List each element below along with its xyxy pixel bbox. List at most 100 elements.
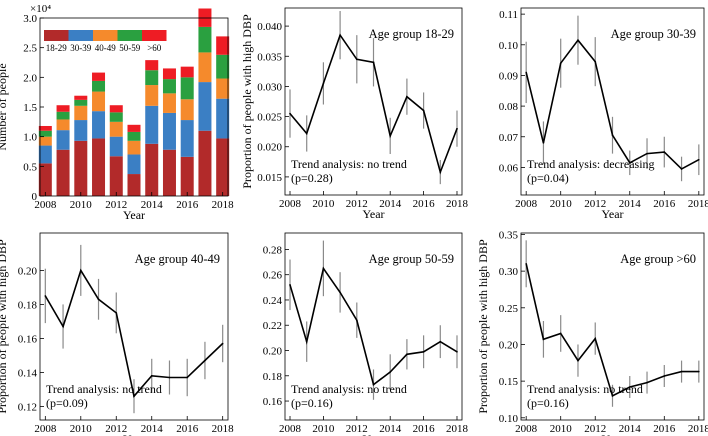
y-tick-label: 0.020 <box>257 142 282 154</box>
data-point <box>594 337 597 340</box>
trend-annotation: Trend analysis: no trend <box>46 382 162 396</box>
series-line <box>44 268 224 398</box>
p-value-annotation: (p=0.04) <box>527 171 569 185</box>
data-point <box>577 359 579 362</box>
x-axis-label: Year <box>601 207 623 221</box>
x-tick-label: 2008 <box>34 199 57 211</box>
x-tick-label: 2012 <box>346 198 368 210</box>
data-point <box>168 376 171 379</box>
x-tick-label: 2012 <box>584 423 606 435</box>
trend-annotation: Trend analysis: decreasing <box>527 157 655 171</box>
x-tick-label: 2018 <box>688 423 708 435</box>
y-tick-label: 0.040 <box>257 21 282 33</box>
y-tick-label: 0.24 <box>263 295 283 307</box>
bar-segment <box>127 140 141 155</box>
x-axis-label: Year <box>123 208 145 222</box>
x-tick-label: 2014 <box>141 423 164 435</box>
x-axis-label: Year <box>123 432 145 436</box>
bar-segment <box>92 111 106 139</box>
x-tick-label: 2010 <box>550 423 573 435</box>
bar-segment <box>109 112 123 122</box>
bar-segment <box>127 124 141 132</box>
data-point <box>422 109 425 112</box>
y-tick-label: 0.5 <box>23 161 37 173</box>
y-axis-exponent: ×10⁴ <box>30 3 51 15</box>
bar-segment <box>145 70 159 86</box>
data-point <box>698 158 700 161</box>
y-tick-label: 0.20 <box>263 346 283 358</box>
y-tick-label: 3.0 <box>23 13 37 25</box>
data-point <box>305 340 308 343</box>
data-point <box>628 386 631 388</box>
bar-segment <box>198 52 212 83</box>
y-tick-label: 0.35 <box>499 229 519 241</box>
data-point <box>698 370 700 373</box>
bar-segment <box>38 163 52 196</box>
p-value-annotation: (p=0.16) <box>291 396 333 410</box>
bar-segment <box>56 149 70 196</box>
line-chart-panel: 2008 2010 2012 2014 2016 2018 Year 0.015 0.020 0.… <box>240 7 468 221</box>
y-tick-label: 0.025 <box>257 112 282 124</box>
y-axis-label: Proportion of people with high DBP <box>0 239 9 414</box>
x-axis-label: Year <box>362 207 384 221</box>
legend-label: 18-29 <box>46 43 67 53</box>
data-point <box>97 298 100 301</box>
bar-segment <box>162 68 176 80</box>
data-point <box>559 62 562 64</box>
y-tick-label: 0.30 <box>499 266 519 278</box>
x-tick-label: 2010 <box>312 198 335 210</box>
x-tick-label: 2012 <box>346 423 368 435</box>
data-point <box>628 162 631 164</box>
x-tick-label: 2016 <box>653 423 676 435</box>
line-chart-panel: 2008 2010 2012 2014 2016 2018 Year 0.10 0.15 0.20… <box>476 229 708 436</box>
bar-segment <box>74 95 88 100</box>
data-point <box>611 134 614 137</box>
data-point <box>305 132 308 135</box>
bar-segment <box>74 99 88 106</box>
x-tick-label: 2010 <box>70 199 93 211</box>
bar-segment <box>145 105 159 144</box>
y-tick-label: 0.16 <box>263 396 283 408</box>
x-tick-label: 2016 <box>176 423 199 435</box>
data-point <box>221 342 224 345</box>
data-point <box>422 350 425 353</box>
y-tick-label: 0.07 <box>499 132 519 144</box>
panel-title: Age group 40-49 <box>135 252 220 266</box>
plot-frame <box>520 232 705 421</box>
bar-segment <box>180 99 194 121</box>
plot-frame <box>284 232 463 421</box>
bar-segment <box>162 93 176 113</box>
y-tick-label: 1.5 <box>23 102 37 114</box>
x-tick-label: 2008 <box>515 423 538 435</box>
bar-segment <box>198 82 212 131</box>
stacked-bar-chart: 2008 2010 2012 2014 2016 2018 Year 0 0.5 1.0 1.5 2.… <box>0 3 234 222</box>
bar-segment <box>109 121 123 137</box>
bar-segment <box>145 143 159 196</box>
legend-label: >60 <box>147 43 162 53</box>
data-point <box>372 61 375 64</box>
data-point <box>133 395 135 398</box>
data-point <box>456 350 458 353</box>
data-point <box>115 312 118 314</box>
x-tick-label: 2012 <box>105 199 127 211</box>
bar-segment <box>216 98 230 139</box>
y-tick-label: 0.18 <box>18 299 38 311</box>
legend-swatch <box>142 30 167 41</box>
y-tick-label: 0.25 <box>499 303 519 315</box>
bar-segment <box>145 85 159 106</box>
legend-swatch <box>117 30 142 41</box>
data-point <box>289 284 291 286</box>
plot-frame <box>284 7 463 196</box>
y-axis-label: Number of people <box>0 63 9 150</box>
bar-segment <box>127 154 141 175</box>
bar-segment <box>56 119 70 131</box>
y-tick-label: 0.18 <box>263 371 283 383</box>
y-tick-label: 0.030 <box>257 81 282 93</box>
bar-segment <box>216 36 230 55</box>
data-point <box>389 371 391 373</box>
bar-segment <box>109 136 123 157</box>
bar-segment <box>198 130 212 196</box>
y-tick-label: 0.16 <box>18 333 38 345</box>
data-point <box>680 370 683 373</box>
x-tick-label: 2012 <box>105 423 127 435</box>
